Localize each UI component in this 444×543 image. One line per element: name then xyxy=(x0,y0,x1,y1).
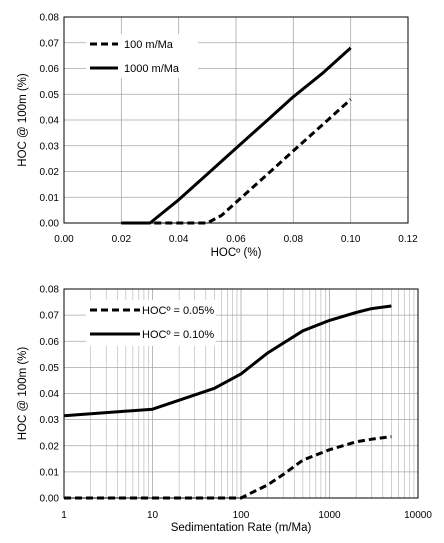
series-line-1 xyxy=(64,435,392,500)
series-line-2 xyxy=(121,46,352,225)
x-tick-label: 1 xyxy=(61,510,67,521)
chart-2: 0.00 0.01 0.02 0.03 0.04 0.05 0.06 0.07 0.08 1 10 1… xyxy=(17,285,432,535)
y-tick-label: 0.00 xyxy=(40,219,60,230)
y-tick-label: 0.00 xyxy=(40,494,60,505)
x-tick-label: 0.00 xyxy=(54,234,74,245)
x-tick-label: 0.02 xyxy=(112,234,132,245)
plot-frame xyxy=(63,16,409,224)
y-tick-label: 0.05 xyxy=(40,90,60,101)
y-axis-label: HOC @ 100m (%) xyxy=(17,347,29,441)
legend-label-1: HOCº = 0.05% xyxy=(142,305,214,317)
y-tick-label: 0.05 xyxy=(40,363,60,374)
x-tick-label: 1000 xyxy=(318,510,341,521)
y-tick-label: 0.06 xyxy=(40,337,60,348)
x-tick-label: 0.06 xyxy=(226,234,246,245)
legend-box xyxy=(86,34,198,78)
y-tick-label: 0.08 xyxy=(40,285,60,296)
y-tick-label: 0.07 xyxy=(40,38,60,49)
y-tick-label: 0.06 xyxy=(40,64,60,75)
y-tick-label: 0.03 xyxy=(40,415,60,426)
y-tick-label: 0.04 xyxy=(40,389,60,400)
y-tick-label: 0.07 xyxy=(40,311,60,322)
series-line-1 xyxy=(121,98,352,225)
legend-label-2: HOCº = 0.10% xyxy=(142,329,214,341)
y-tick-label: 0.01 xyxy=(40,193,60,204)
x-axis-label: Sedimentation Rate (m/Ma) xyxy=(171,522,312,534)
x-tick-label: 0.12 xyxy=(398,234,418,245)
legend-box xyxy=(86,300,216,346)
x-tick-label: 0.10 xyxy=(341,234,361,245)
x-tick-label: 10 xyxy=(147,510,159,521)
x-tick-label: 10000 xyxy=(404,510,432,521)
x-axis-label: HOCº (%) xyxy=(211,247,262,259)
y-tick-label: 0.08 xyxy=(40,13,60,24)
y-tick-label: 0.03 xyxy=(40,141,60,152)
x-tick-label: 0.08 xyxy=(284,234,304,245)
chart-1: 0.00 0.01 0.02 0.03 0.04 0.05 0.06 0.07 0.08 0.00… xyxy=(17,13,418,260)
y-tick-label: 0.02 xyxy=(40,167,60,178)
x-tick-label: 0.04 xyxy=(169,234,189,245)
legend-label-2: 1000 m/Ma xyxy=(124,63,180,75)
x-tick-label: 100 xyxy=(233,510,250,521)
y-tick-label: 0.04 xyxy=(40,116,60,127)
y-tick-label: 0.02 xyxy=(40,441,60,452)
legend-label-1: 100 m/Ma xyxy=(124,39,174,51)
y-tick-label: 0.01 xyxy=(40,467,60,478)
series-line-2 xyxy=(63,304,392,418)
y-axis-label: HOC @ 100m (%) xyxy=(17,73,29,167)
